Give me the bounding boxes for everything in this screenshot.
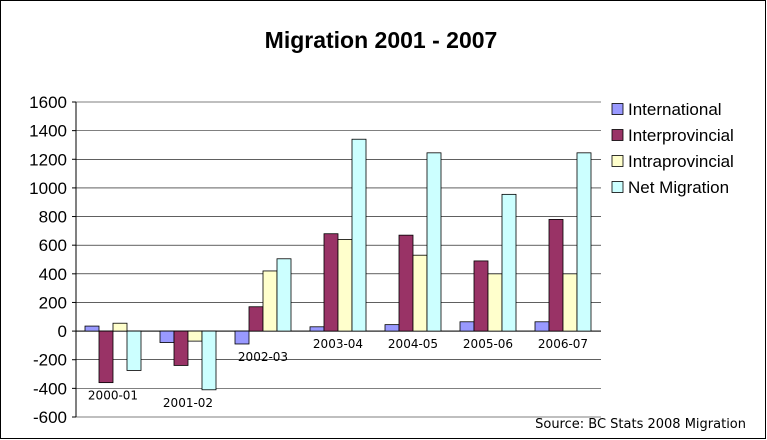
- y-tick-label: 1400: [29, 122, 67, 141]
- y-tick-label: 600: [39, 236, 67, 255]
- bar-net-migration-2002-03: [276, 258, 292, 332]
- bar-net-migration-2006-07: [576, 152, 592, 332]
- bar-interprovincial-2001-02: [173, 330, 189, 366]
- bar-interprovincial-2000-01: [98, 330, 114, 384]
- bar-intraprovincial-2006-07: [562, 273, 578, 332]
- legend-swatch: [611, 129, 624, 141]
- category-label: 2004-05: [388, 337, 438, 351]
- y-tick-label: 400: [39, 265, 67, 284]
- bar-interprovincial-2006-07: [548, 219, 564, 332]
- bar-international-2004-05: [384, 324, 400, 332]
- category-labels: 2000-01 2001-02 2002-03 2003-04 2004-05 2005-…: [88, 337, 588, 410]
- category-label: 2005-06: [463, 337, 513, 351]
- bar-intraprovincial-2003-04: [337, 239, 353, 332]
- bar-international-2001-02: [159, 330, 175, 343]
- y-axis: -600 -400 -200 0 200 400 600 800 1000 1200 1400 160…: [29, 93, 601, 427]
- category-label: 2002-03: [238, 350, 288, 364]
- y-tick-label: -600: [33, 408, 67, 427]
- bar-interprovincial-2003-04: [323, 233, 339, 332]
- y-tick-label: -200: [33, 351, 67, 370]
- bar-intraprovincial-2000-01: [112, 322, 128, 332]
- bar-net-migration-2005-06: [501, 193, 517, 332]
- legend-swatch: [611, 155, 624, 167]
- category-label: 2001-02: [163, 396, 213, 410]
- legend-label: International: [628, 100, 722, 119]
- bar-international-2006-07: [534, 321, 550, 332]
- y-tick-label: -400: [33, 379, 67, 398]
- bar-intraprovincial-2005-06: [487, 273, 503, 332]
- legend-swatch: [611, 103, 624, 115]
- bars: [84, 138, 592, 391]
- bar-net-migration-2003-04: [351, 138, 367, 332]
- bar-interprovincial-2005-06: [473, 260, 489, 332]
- category-label: 2000-01: [88, 389, 138, 403]
- bar-intraprovincial-2004-05: [412, 254, 428, 332]
- chart-title: Migration 2001 - 2007: [265, 27, 498, 53]
- category-label: 2003-04: [313, 337, 363, 351]
- bar-interprovincial-2002-03: [248, 306, 264, 332]
- legend-label: Interprovincial: [628, 126, 734, 145]
- legend-label: Net Migration: [628, 178, 729, 197]
- category-label: 2006-07: [538, 337, 588, 351]
- bar-intraprovincial-2001-02: [187, 330, 203, 342]
- bar-international-2003-04: [309, 326, 325, 332]
- bar-international-2005-06: [459, 321, 475, 332]
- y-tick-label: 1000: [29, 179, 67, 198]
- bar-intraprovincial-2002-03: [262, 270, 278, 332]
- bar-net-migration-2004-05: [426, 152, 442, 332]
- bar-net-migration-2001-02: [201, 330, 217, 391]
- legend-label: Intraprovincial: [628, 152, 734, 171]
- y-tick-label: 0: [58, 322, 67, 341]
- y-tick-label: 1600: [29, 93, 67, 112]
- bar-international-2000-01: [84, 325, 100, 332]
- y-tick-label: 800: [39, 208, 67, 227]
- source-note: Source: BC Stats 2008 Migration: [535, 417, 746, 432]
- legend: International Interprovincial Intraprovinc…: [611, 100, 734, 197]
- bar-international-2002-03: [234, 330, 250, 345]
- y-tick-label: 200: [39, 293, 67, 312]
- legend-swatch: [611, 181, 624, 193]
- y-tick-label: 1200: [29, 150, 67, 169]
- bar-interprovincial-2004-05: [398, 234, 414, 332]
- bar-net-migration-2000-01: [126, 330, 142, 371]
